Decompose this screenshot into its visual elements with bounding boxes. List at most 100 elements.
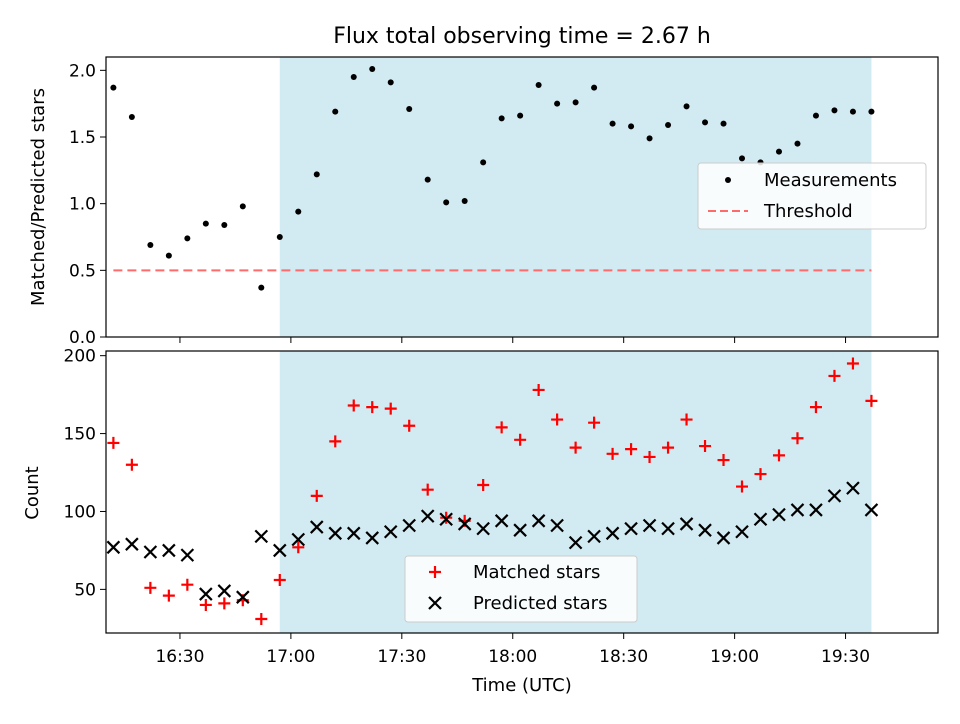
top-y-tick-label: 0.5 [69,261,96,281]
predicted-star-point [402,518,416,533]
bottom-legend-box [404,555,638,623]
bottom-y-tick-label: 200 [64,347,96,367]
matched-star-point [791,432,804,445]
predicted-star-point [827,489,842,503]
measurement-point [443,199,450,206]
predicted-star-point [254,529,269,544]
predicted-star-point [531,514,546,528]
predicted-star-point [106,540,121,555]
top-marks [110,66,875,291]
matched-star-point [107,436,120,449]
matched-star-point [347,399,360,412]
matched-star-point [717,454,730,467]
matched-star-point [514,433,527,446]
measurement-point [461,198,468,204]
chart-title: Flux total observing time = 2.67 h [333,24,711,49]
predicted-star-point [587,529,601,544]
matched-star-point [588,416,601,429]
top-y-tick-label: 1.5 [69,128,96,148]
measurement-point [258,284,265,291]
matched-star-point [421,483,434,496]
legend-threshold-label: Threshold [763,201,853,222]
measurement-point [609,120,616,127]
matched-star-point [181,578,194,591]
bottom-y-axis-label: Count [22,466,43,519]
matched-star-point [255,612,268,625]
measurement-point [202,220,209,227]
measurement-point [128,114,135,120]
matched-star-point [772,449,785,462]
measurement-point [498,115,505,122]
measurement-point [313,171,320,178]
predicted-star-point [439,512,453,527]
matched-star-point [125,458,138,471]
bottom-legend: Matched stars Predicted stars [404,555,638,623]
measurement-point [739,155,746,162]
top-panel: 0.00.51.01.52.0 Matched/Predicted stars … [28,56,939,348]
top-y-axis-label: Matched/Predicted stars [28,88,49,306]
measurement-point [369,66,376,72]
measurement-point [110,84,117,91]
predicted-star-point [605,526,620,541]
matched-star-point [218,597,231,610]
matched-star-point [403,419,416,432]
predicted-star-point [383,524,398,539]
top-x-ticks [179,337,847,343]
top-y-tick-label: 0.0 [69,328,96,348]
bottom-y-ticks: 50 100 150 200 [64,347,106,600]
bottom-y-tick-label: 150 [64,425,96,445]
predicted-star-point [661,521,675,536]
predicted-star-point [457,517,472,531]
predicted-star-point [494,514,509,528]
measurement-point [665,122,672,128]
x-tick-label: 17:00 [266,647,315,667]
predicted-star-point [365,531,380,545]
measurement-point [702,119,709,126]
matched-star-point [828,369,841,382]
matched-star-point [680,413,693,426]
predicted-star-point [753,512,768,527]
measurement-point [794,140,801,147]
x-tick-label: 19:00 [710,647,759,667]
predicted-star-point [291,532,306,547]
matched-star-point [625,443,638,456]
matched-star-point [384,402,397,415]
x-tick-label: 18:00 [488,647,537,667]
measurement-point [683,103,690,110]
predicted-star-point [568,535,583,550]
bottom-y-tick-label: 50 [74,580,96,600]
measurement-point [332,108,339,115]
measurement-point [831,107,838,114]
matched-star-point [606,447,619,460]
x-tick-label: 16:30 [155,647,204,667]
predicted-star-point [346,526,361,541]
matched-star-point [662,441,675,454]
matched-star-point [865,394,878,407]
measurement-point [406,106,413,112]
matched-star-point [273,574,286,587]
legend-predicted-marker [428,596,442,610]
matched-star-point [846,357,859,370]
matched-star-point [144,581,157,594]
matched-star-point [162,589,175,602]
measurement-point [147,242,154,248]
measurement-point [295,208,302,215]
predicted-star-point [143,545,158,559]
top-plot-frame [105,56,939,338]
matched-star-point [292,541,305,554]
predicted-star-point [273,543,287,558]
top-y-tick-label: 1.0 [69,195,96,215]
x-axis-label: Time (UTC) [471,675,572,696]
measurement-point [184,235,191,242]
legend-measurements-marker [725,177,731,183]
predicted-star-point [790,503,805,517]
predicted-star-point [125,537,139,551]
x-tick-label: 19:30 [821,647,870,667]
measurement-point [165,252,172,259]
top-legend: Measurements Threshold [697,162,927,230]
matched-star-point [477,478,490,491]
predicted-star-point [199,587,213,601]
predicted-star-point [328,526,343,541]
